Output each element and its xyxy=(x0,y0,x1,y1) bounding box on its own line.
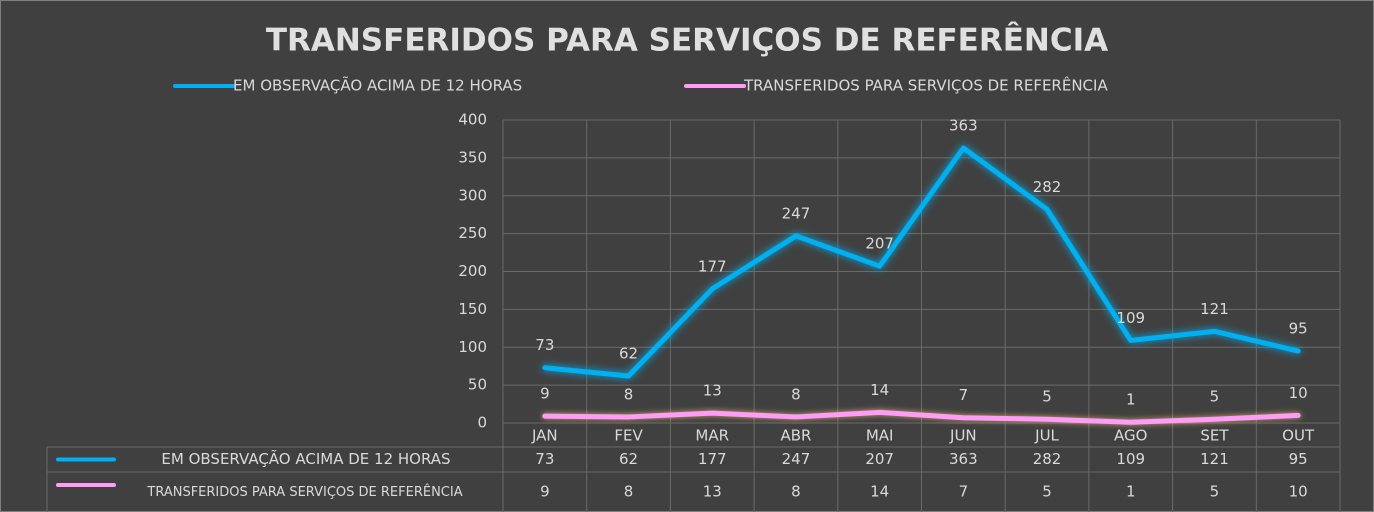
data-label: 5 xyxy=(1210,388,1220,406)
data-label: 7 xyxy=(959,386,969,404)
data-label: 62 xyxy=(619,345,638,363)
y-tick-label: 50 xyxy=(468,376,487,394)
table-cell: 121 xyxy=(1200,450,1229,468)
y-tick-label: 250 xyxy=(458,224,487,242)
x-tick-label: OUT xyxy=(1282,427,1315,445)
x-tick-label: ABR xyxy=(780,427,811,445)
data-label: 13 xyxy=(703,382,722,400)
table-cell: 73 xyxy=(535,450,554,468)
x-tick-label: MAI xyxy=(866,427,894,445)
table-cell: 5 xyxy=(1210,483,1220,501)
legend-label: EM OBSERVAÇÃO ACIMA DE 12 HORAS xyxy=(233,76,522,95)
table-cell: 8 xyxy=(624,483,634,501)
x-tick-label: AGO xyxy=(1114,427,1147,445)
data-label: 95 xyxy=(1289,320,1308,338)
table-cell: 282 xyxy=(1033,450,1062,468)
x-tick-label: MAR xyxy=(695,427,729,445)
y-tick-label: 200 xyxy=(458,262,487,280)
data-label: 5 xyxy=(1042,388,1052,406)
table-cell: 207 xyxy=(865,450,894,468)
x-tick-label: JAN xyxy=(531,427,558,445)
table-cell: 177 xyxy=(698,450,727,468)
x-tick-label: SET xyxy=(1200,427,1229,445)
data-label: 177 xyxy=(698,257,727,275)
table-cell: 363 xyxy=(949,450,978,468)
table-cell: 62 xyxy=(619,450,638,468)
table-cell: 1 xyxy=(1126,483,1136,501)
x-tick-label: FEV xyxy=(614,427,643,445)
chart-title: TRANSFERIDOS PARA SERVIÇOS DE REFERÊNCIA xyxy=(266,23,1108,59)
data-label: 247 xyxy=(782,204,811,222)
y-tick-label: 0 xyxy=(477,414,487,432)
table-row-header: TRANSFERIDOS PARA SERVIÇOS DE REFERÊNCIA xyxy=(147,484,463,500)
data-label: 14 xyxy=(870,381,889,399)
y-tick-label: 400 xyxy=(458,111,487,129)
table-cell: 13 xyxy=(703,483,722,501)
table-cell: 8 xyxy=(791,483,801,501)
data-label: 207 xyxy=(865,235,894,253)
x-tick-label: JUL xyxy=(1034,427,1059,445)
table-cell: 5 xyxy=(1042,483,1052,501)
data-label: 8 xyxy=(791,385,801,403)
y-tick-label: 350 xyxy=(458,148,487,166)
data-label: 10 xyxy=(1289,384,1308,402)
table-cell: 95 xyxy=(1289,450,1308,468)
series-line xyxy=(542,145,1301,379)
data-label: 1 xyxy=(1126,391,1136,409)
data-label: 363 xyxy=(949,117,978,135)
data-label: 9 xyxy=(540,385,550,403)
data-label: 8 xyxy=(624,385,634,403)
x-tick-label: JUN xyxy=(949,427,977,445)
table-row-header: EM OBSERVAÇÃO ACIMA DE 12 HORAS xyxy=(161,449,450,468)
y-tick-label: 100 xyxy=(458,338,487,356)
legend-label: TRANSFERIDOS PARA SERVIÇOS DE REFERÊNCIA xyxy=(743,76,1108,95)
data-label: 282 xyxy=(1033,178,1062,196)
table-cell: 9 xyxy=(540,483,550,501)
series-line xyxy=(542,409,1301,425)
table-cell: 247 xyxy=(782,450,811,468)
data-label: 73 xyxy=(535,336,554,354)
data-label: 121 xyxy=(1200,300,1229,318)
data-label: 109 xyxy=(1116,309,1145,327)
table-cell: 109 xyxy=(1116,450,1145,468)
table-cell: 10 xyxy=(1289,483,1308,501)
table-cell: 7 xyxy=(959,483,969,501)
y-tick-label: 300 xyxy=(458,186,487,204)
y-tick-label: 150 xyxy=(458,300,487,318)
table-cell: 14 xyxy=(870,483,889,501)
table-row-header-box: TRANSFERIDOS PARA SERVIÇOS DE REFERÊNCIA xyxy=(147,484,463,500)
